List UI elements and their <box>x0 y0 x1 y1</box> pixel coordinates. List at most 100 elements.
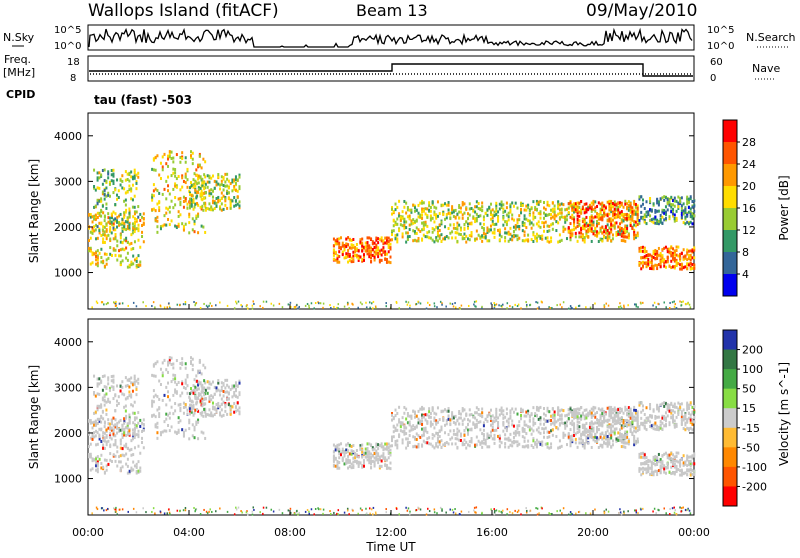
power-cell <box>676 200 678 203</box>
power-cell <box>479 222 481 225</box>
power-cell <box>374 246 376 249</box>
velocity-cell <box>134 446 136 449</box>
velocity-cell <box>585 422 587 425</box>
velocity-cell <box>592 438 594 441</box>
power-cell <box>598 213 600 216</box>
velocity-cell <box>561 414 563 417</box>
velocity-cell <box>570 407 572 410</box>
velocity-cell <box>156 431 158 434</box>
power-cell <box>663 258 665 261</box>
velocity-cell <box>200 393 202 396</box>
velocity-cell <box>105 429 107 432</box>
velocity-cell <box>433 412 435 415</box>
power-cell <box>398 229 400 232</box>
velocity-cell <box>100 403 102 406</box>
power-cell <box>486 227 488 230</box>
power-noise <box>434 305 436 307</box>
velocity-cell <box>121 424 123 427</box>
power-cell <box>98 187 100 190</box>
velocity-cell <box>205 397 207 400</box>
power-cell <box>448 204 450 207</box>
power-cell <box>596 220 598 223</box>
power-cell <box>568 202 570 205</box>
velocity-cell <box>223 414 225 417</box>
power-cell <box>414 230 416 233</box>
power-cell <box>367 236 369 239</box>
velocity-cell <box>619 438 621 441</box>
power-cell <box>97 249 99 252</box>
power-cell <box>527 239 529 242</box>
power-cell <box>100 260 102 263</box>
power-noise <box>549 307 551 309</box>
power-cell <box>497 229 499 232</box>
power-cell <box>654 264 656 267</box>
velocity-cell <box>600 444 602 447</box>
power-cell <box>601 231 603 234</box>
velocity-cell <box>130 403 132 406</box>
velocity-cell <box>515 440 517 443</box>
power-cell <box>237 178 239 181</box>
power-cell <box>506 232 508 235</box>
power-cell <box>467 212 469 215</box>
y-tick-label: 1000 <box>54 267 82 280</box>
power-cell <box>136 260 138 263</box>
velocity-cell <box>506 408 508 411</box>
power-cell <box>554 217 556 220</box>
power-cell <box>95 255 97 258</box>
power-cell <box>219 207 221 210</box>
power-cell <box>153 194 155 197</box>
velocity-cell <box>120 467 122 470</box>
power-cell <box>347 261 349 264</box>
velocity-cell <box>395 414 397 417</box>
velocity-cell <box>554 414 556 417</box>
power-cell <box>547 230 549 233</box>
power-cell <box>116 198 118 201</box>
power-cell <box>421 238 423 241</box>
velocity-cell <box>506 420 508 423</box>
velocity-cell <box>547 431 549 434</box>
power-cell <box>102 183 104 186</box>
velocity-cell <box>167 382 169 385</box>
power-cell <box>192 217 194 220</box>
power-cell <box>100 173 102 176</box>
power-cell <box>676 261 678 264</box>
power-cell <box>97 171 99 174</box>
power-cell <box>104 226 106 229</box>
velocity-cell <box>201 388 203 391</box>
velocity-cell <box>462 409 464 412</box>
velocity-cell <box>97 422 99 425</box>
velocity-cell <box>167 395 169 398</box>
power-cell <box>410 219 412 222</box>
power-cell <box>481 234 483 237</box>
power-cell <box>485 212 487 215</box>
power-cell <box>465 241 467 244</box>
power-cell <box>106 234 108 237</box>
power-cell <box>582 206 584 209</box>
power-cell <box>615 221 617 224</box>
power-cell <box>548 225 550 228</box>
power-cell <box>490 218 492 221</box>
power-cell <box>192 158 194 161</box>
power-cell <box>207 207 209 210</box>
power-cell <box>130 248 132 251</box>
power-cell <box>430 237 432 240</box>
power-cell <box>559 212 561 215</box>
power-cell <box>653 221 655 224</box>
velocity-cell <box>137 445 139 448</box>
velocity-cell <box>577 427 579 430</box>
power-cell <box>690 215 692 218</box>
power-cell <box>202 209 204 212</box>
power-cell <box>208 189 210 192</box>
power-cell <box>171 200 173 203</box>
velocity-cell <box>134 464 136 467</box>
power-cell <box>547 236 549 239</box>
velocity-cell <box>407 441 409 444</box>
power-cell <box>612 224 614 227</box>
power-cell <box>95 258 97 261</box>
power-cell <box>594 230 596 233</box>
power-cell <box>165 224 167 227</box>
power-cell <box>607 214 609 217</box>
velocity-cell <box>233 402 235 405</box>
velocity-cell <box>615 427 617 430</box>
power-noise <box>407 304 409 306</box>
